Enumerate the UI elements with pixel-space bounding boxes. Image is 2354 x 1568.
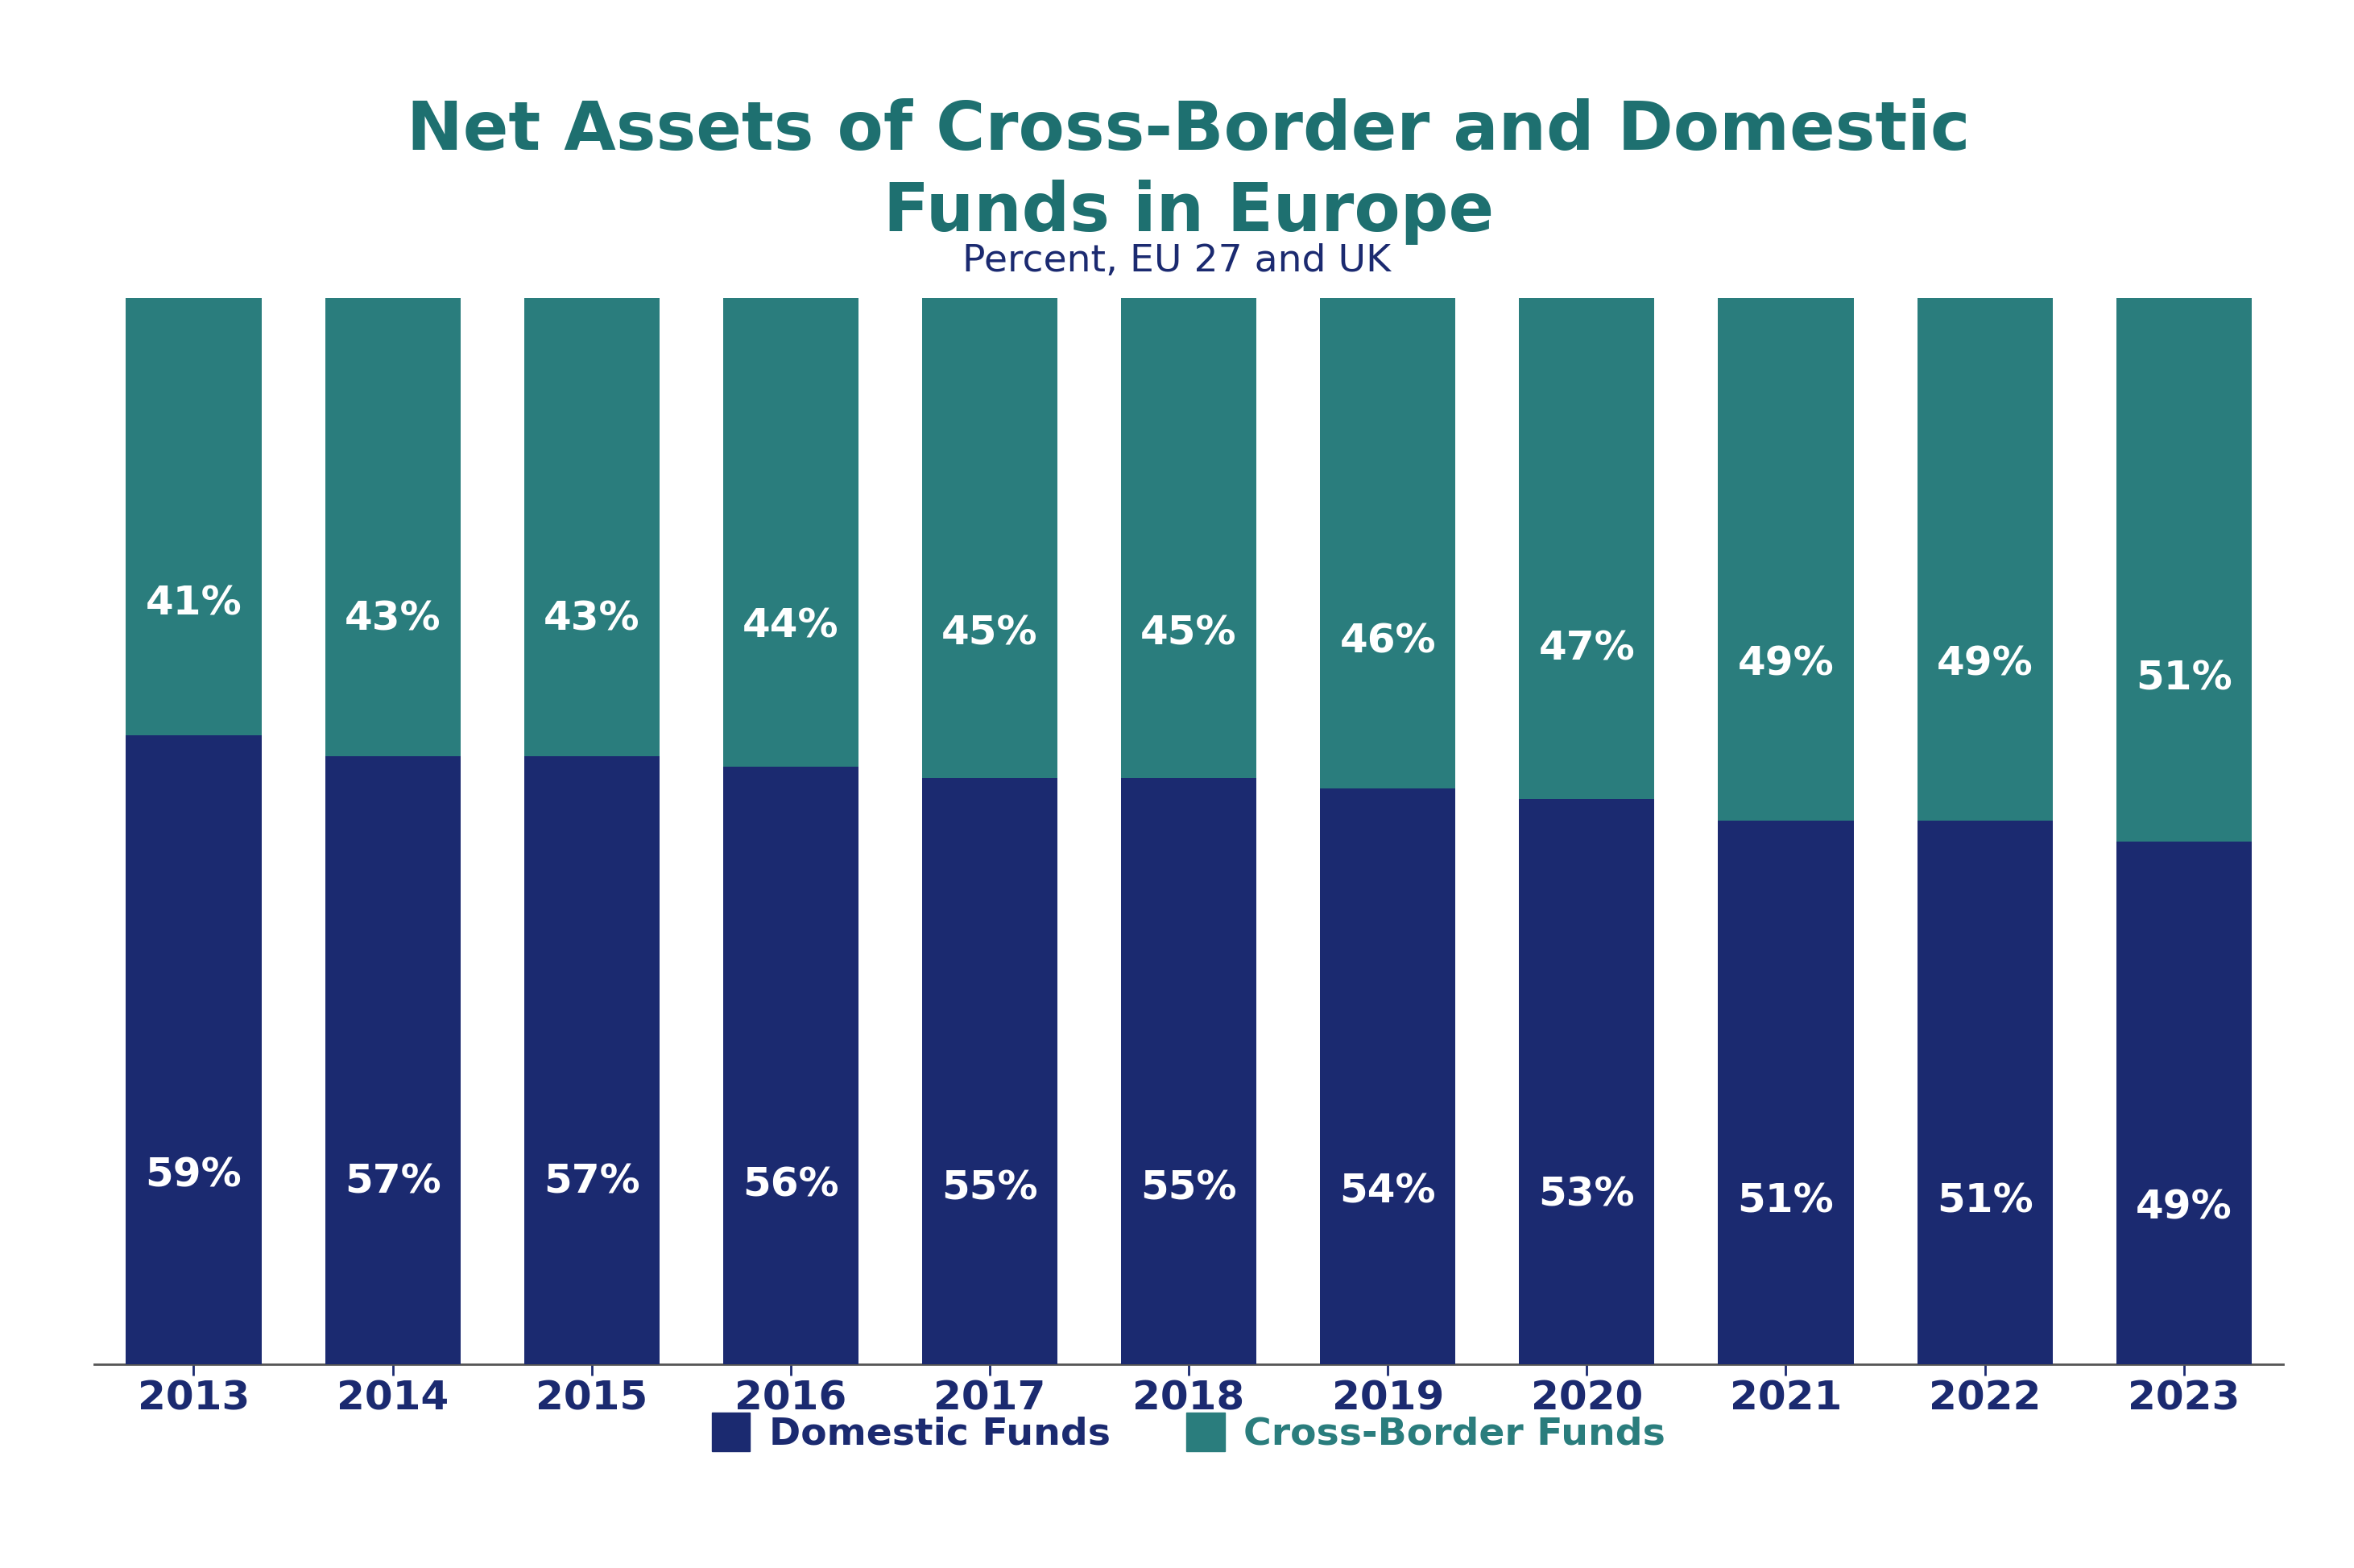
Bar (723, 767, 859, 1364)
Bar (2116, 842, 2250, 1364)
Text: 59%: 59% (146, 1156, 242, 1195)
Text: 54%: 54% (1339, 1173, 1436, 1210)
Bar (1321, 789, 1455, 1364)
Text: 49%: 49% (1937, 644, 2034, 684)
Text: 46%: 46% (1339, 622, 1436, 660)
Bar (1718, 298, 1853, 820)
Text: 51%: 51% (1737, 1182, 1834, 1220)
Text: 43%: 43% (544, 599, 640, 638)
Text: 44%: 44% (742, 607, 838, 646)
Text: 45%: 45% (942, 615, 1038, 654)
Bar (1121, 298, 1257, 778)
Bar (325, 756, 461, 1364)
Text: 49%: 49% (1737, 644, 1834, 684)
Text: 55%: 55% (1142, 1168, 1236, 1207)
Bar (127, 735, 261, 1364)
Bar (1916, 820, 2053, 1364)
Legend: Domestic Funds, Cross-Border Funds: Domestic Funds, Cross-Border Funds (697, 1397, 1681, 1468)
Bar (1321, 298, 1455, 789)
Bar (525, 756, 659, 1364)
Text: 43%: 43% (344, 599, 440, 638)
Bar (923, 778, 1057, 1364)
Text: 51%: 51% (2135, 659, 2232, 698)
Text: 49%: 49% (2135, 1189, 2232, 1226)
Text: 55%: 55% (942, 1168, 1038, 1207)
Bar (525, 298, 659, 756)
Text: 41%: 41% (146, 585, 242, 622)
Text: 57%: 57% (544, 1162, 640, 1201)
Bar (1916, 298, 2053, 820)
Text: Percent, EU 27 and UK: Percent, EU 27 and UK (963, 243, 1391, 279)
Bar (1121, 778, 1257, 1364)
Bar (923, 298, 1057, 778)
Text: 57%: 57% (344, 1162, 440, 1201)
Text: 51%: 51% (1937, 1182, 2034, 1220)
Bar (1718, 820, 1853, 1364)
Bar (1518, 800, 1655, 1364)
Title: Net Assets of Cross-Border and Domestic
Funds in Europe: Net Assets of Cross-Border and Domestic … (407, 99, 1970, 245)
Text: 56%: 56% (742, 1165, 838, 1204)
Bar (325, 298, 461, 756)
Bar (127, 298, 261, 735)
Text: 53%: 53% (1540, 1176, 1636, 1214)
Text: 45%: 45% (1142, 615, 1236, 654)
Bar (1518, 298, 1655, 800)
Text: 47%: 47% (1540, 629, 1636, 668)
Bar (2116, 298, 2250, 842)
Bar (723, 298, 859, 767)
